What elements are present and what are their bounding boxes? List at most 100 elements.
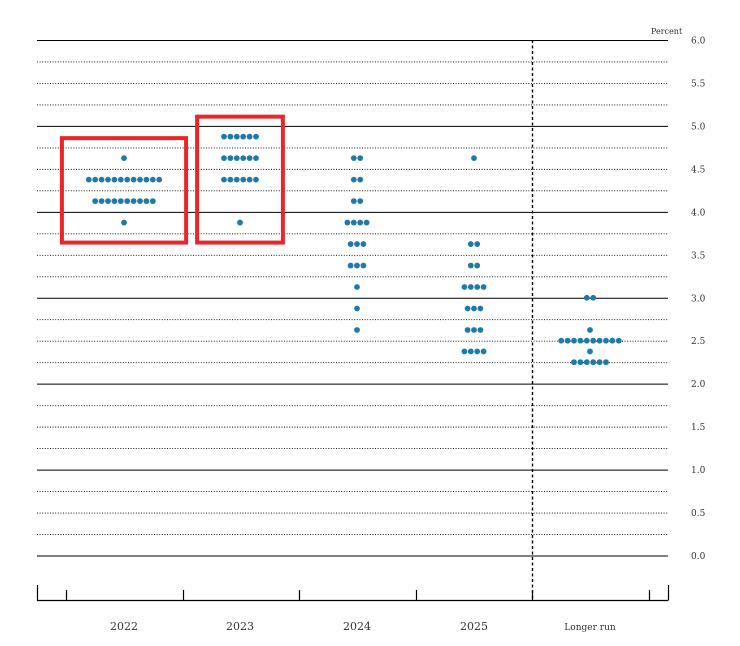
participant-dot [461,348,468,355]
participant-dot [596,359,603,366]
y-axis-tick-labels: 0.0 0.5 1.0 1.5 2.0 2.5 3.0 3.5 4.0 4.5 5.0 5.5 6.0 [691,37,706,563]
participant-dot [350,219,357,226]
participant-dot [467,262,474,269]
y-tick-label: 4.5 [691,165,706,175]
dot-series [85,133,622,366]
participant-dot [357,198,364,204]
y-tick-label: 6.0 [691,37,706,47]
participant-dot [233,133,240,140]
participant-dot [117,176,124,183]
participant-dot [350,198,357,204]
participant-dot [354,262,360,269]
participant-dot [615,337,622,344]
participant-dot [246,155,253,162]
participant-dot [246,176,253,183]
participant-dot [471,327,477,333]
participant-dot [121,155,127,162]
participant-dot [474,348,481,355]
participant-dot [98,198,105,204]
y-tick-label: 5.0 [691,122,706,132]
participant-dot [111,198,118,204]
x-axis [36,585,670,602]
y-tick-label: 0.0 [691,552,706,562]
y-tick-label: 1.5 [691,423,706,433]
participant-dot [111,176,118,183]
participant-dot [240,155,247,162]
participant-dot [98,176,105,183]
participant-dot [571,359,577,366]
participant-dot [246,133,253,140]
participant-dot [590,359,597,366]
x-axis-category-labels: 2022 2023 2024 2025 Longer run [110,620,616,633]
participant-dot [587,348,593,355]
participant-dot [360,241,367,247]
participant-dot [357,155,364,162]
participant-dot [354,241,360,247]
participant-dot [92,176,99,183]
participant-dot [564,337,571,344]
participant-dot [583,359,590,366]
participant-dot [571,337,577,344]
participant-dot [474,262,481,269]
y-tick-label: 4.0 [691,208,706,218]
participant-dot [121,219,127,226]
participant-dot [124,176,131,183]
participant-dot [117,198,124,204]
x-category-label: 2022 [110,620,138,633]
participant-dot [105,176,111,183]
participant-dot [149,198,156,204]
participant-dot [357,219,364,226]
y-tick-label: 2.0 [691,380,706,390]
participant-dot [363,219,370,226]
participant-dot [583,294,590,301]
participant-dot [347,262,354,269]
participant-dot [480,284,487,290]
participant-dot [590,337,597,344]
y-tick-label: 0.5 [691,509,706,519]
participant-dot [467,241,474,247]
participant-dot [221,155,227,162]
participant-dot [233,176,240,183]
participant-dot [350,176,357,183]
participant-dot [354,284,360,290]
gridlines [37,40,668,557]
participant-dot [477,327,484,333]
participant-dot [156,176,163,183]
participant-dot [221,176,227,183]
participant-dot [227,155,234,162]
participant-dot [92,198,99,204]
participant-dot [596,337,603,344]
participant-dot [347,241,354,247]
y-axis-unit-label: Percent [651,27,683,36]
participant-dot [149,176,156,183]
x-category-label: 2025 [460,620,488,633]
participant-dot [253,176,259,183]
participant-dot [137,176,143,183]
participant-dot [590,294,597,301]
participant-dot [233,155,240,162]
participant-dot [237,219,243,226]
participant-dot [603,337,609,344]
participant-dot [467,284,474,290]
y-tick-label: 2.5 [691,337,706,347]
highlight-box [59,136,189,245]
highlight-boxes [59,114,285,245]
participant-dot [464,305,471,312]
participant-dot [357,176,364,183]
participant-dot [105,198,111,204]
participant-dot [477,305,484,312]
x-category-label: 2024 [343,620,371,633]
participant-dot [474,284,481,290]
participant-dot [471,305,477,312]
participant-dot [143,176,150,183]
participant-dot [137,198,143,204]
participant-dot [354,305,360,312]
participant-dot [253,133,259,140]
participant-dot [480,348,487,355]
participant-dot [587,327,593,333]
x-category-label: Longer run [564,623,616,633]
participant-dot [471,155,477,162]
participant-dot [344,219,351,226]
y-tick-label: 3.5 [691,251,706,261]
participant-dot [227,176,234,183]
